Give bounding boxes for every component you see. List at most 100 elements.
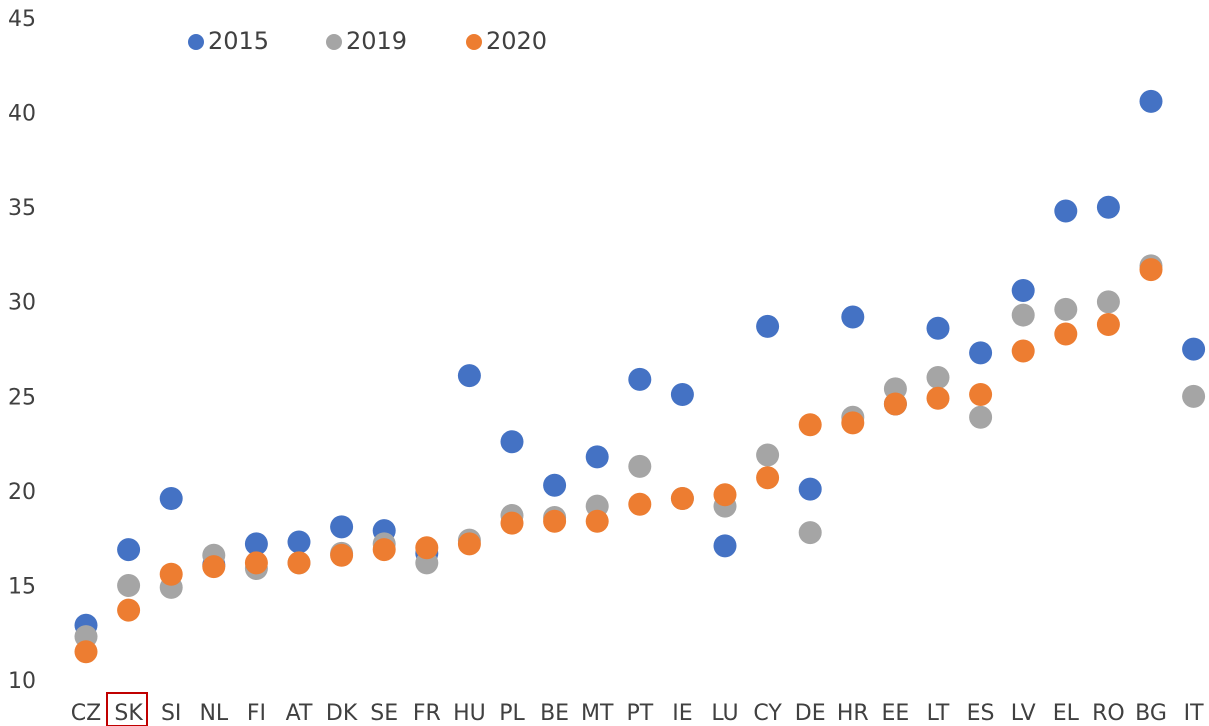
x-tick-label: HU [453, 701, 486, 726]
x-tick-label: EL [1053, 701, 1080, 726]
x-tick-label: SE [370, 701, 398, 726]
dot [841, 305, 865, 329]
dot [1096, 290, 1120, 314]
dot [798, 413, 822, 437]
x-tick-label: RO [1092, 701, 1125, 726]
x-tick-label: ES [967, 701, 995, 726]
dot [1182, 337, 1206, 361]
dot [1054, 199, 1078, 223]
dot [841, 411, 865, 435]
y-tick-label: 10 [8, 669, 36, 694]
dot [244, 532, 268, 556]
dot [330, 515, 354, 539]
x-tick-label: LV [1011, 701, 1036, 726]
dot [117, 538, 141, 562]
dot [1011, 339, 1035, 363]
dot [926, 316, 950, 340]
x-tick-label: PL [499, 701, 525, 726]
dot [628, 492, 652, 516]
dot [74, 640, 98, 664]
legend-label: 2015 [208, 27, 269, 55]
y-tick-label: 25 [8, 385, 36, 410]
dot [756, 314, 780, 338]
dot [457, 364, 481, 388]
y-tick-label: 40 [8, 102, 36, 127]
x-tick-label: FR [413, 701, 441, 726]
y-tick-label: 45 [8, 7, 36, 32]
dot [457, 532, 481, 556]
x-tick-label: HR [837, 701, 869, 726]
dot [713, 483, 737, 507]
dot [287, 551, 311, 575]
x-tick-label: DE [795, 701, 826, 726]
y-tick-label: 15 [8, 574, 36, 599]
dot [159, 562, 183, 586]
dot [926, 365, 950, 389]
dot [756, 466, 780, 490]
x-tick-label: SK [114, 701, 143, 726]
dot [1011, 278, 1035, 302]
dot [926, 386, 950, 410]
dot [585, 445, 609, 469]
dot [500, 430, 524, 454]
dot [628, 454, 652, 478]
dot [543, 509, 567, 533]
x-tick-label: IE [672, 701, 692, 726]
legend-label: 2020 [486, 27, 547, 55]
dot [756, 443, 780, 467]
dot [500, 511, 524, 535]
y-tick-label: 30 [8, 291, 36, 316]
y-tick-label: 35 [8, 196, 36, 221]
legend-marker [466, 34, 482, 50]
dot [1011, 303, 1035, 327]
x-tick-label: SI [161, 701, 181, 726]
dot [585, 509, 609, 533]
dot [117, 574, 141, 598]
dot [798, 521, 822, 545]
dot [330, 543, 354, 567]
x-tick-label: CZ [71, 701, 101, 726]
dot [287, 530, 311, 554]
dot [969, 383, 993, 407]
dot [713, 534, 737, 558]
dot [1182, 384, 1206, 408]
x-tick-label: LT [927, 701, 950, 726]
dot [1096, 313, 1120, 337]
highlight-box [106, 692, 148, 726]
dot [244, 551, 268, 575]
y-tick-label: 20 [8, 480, 36, 505]
dot [628, 367, 652, 391]
dot [1139, 258, 1163, 282]
dot [1054, 297, 1078, 321]
dot [415, 536, 439, 560]
dot [969, 341, 993, 365]
dot [1139, 89, 1163, 113]
legend-marker [326, 34, 342, 50]
dot [117, 598, 141, 622]
x-tick-label: PT [626, 701, 653, 726]
dot [372, 538, 396, 562]
dot [670, 487, 694, 511]
x-tick-label: MT [581, 701, 614, 726]
dot [1096, 195, 1120, 219]
x-tick-label: FI [247, 701, 266, 726]
legend-label: 2019 [346, 27, 407, 55]
x-tick-label: DK [326, 701, 358, 726]
x-tick-label: NL [199, 701, 228, 726]
dot [1054, 322, 1078, 346]
dot [543, 473, 567, 497]
x-tick-label: CY [753, 701, 782, 726]
dot [159, 487, 183, 511]
x-tick-label: IT [1184, 701, 1204, 726]
legend-marker [188, 34, 204, 50]
x-tick-label: AT [286, 701, 313, 726]
dot [670, 383, 694, 407]
dot [798, 477, 822, 501]
x-tick-label: EE [881, 701, 909, 726]
dot [969, 405, 993, 429]
x-tick-label: BG [1135, 701, 1167, 726]
x-tick-label: LU [711, 701, 738, 726]
dot [883, 392, 907, 416]
dot [202, 555, 226, 579]
